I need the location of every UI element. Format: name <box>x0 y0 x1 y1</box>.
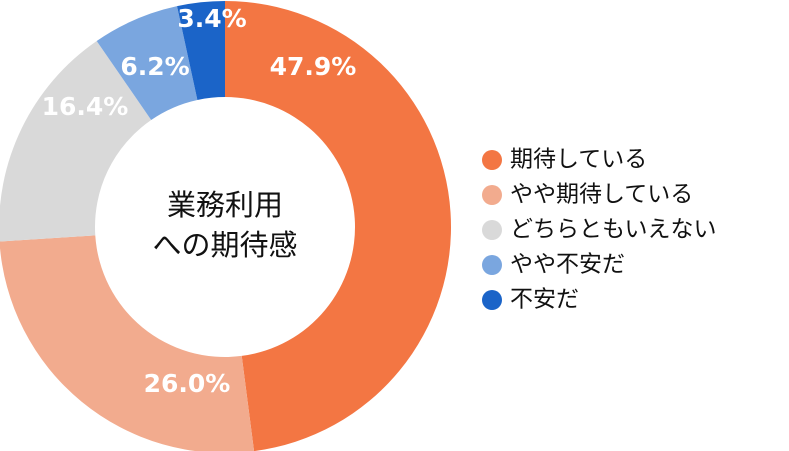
value-label: 3.4% <box>177 4 246 33</box>
value-label: 6.2% <box>120 52 189 81</box>
legend-marker <box>482 255 502 275</box>
value-label: 16.4% <box>42 92 129 121</box>
value-label: 26.0% <box>144 369 231 398</box>
legend-marker <box>482 220 502 240</box>
donut-slice <box>96 6 198 120</box>
legend-marker <box>482 185 502 205</box>
legend-marker <box>482 290 502 310</box>
legend-marker <box>482 150 502 170</box>
legend-label: やや不安だ <box>510 252 625 278</box>
center-title: 業務利用 <box>167 188 283 222</box>
legend-label: 期待している <box>510 147 647 173</box>
donut-slice <box>0 235 255 451</box>
legend-label: どちらともいえない <box>510 217 717 243</box>
center-title: への期待感 <box>152 228 297 262</box>
value-label: 47.9% <box>270 52 357 81</box>
legend-label: やや期待している <box>510 182 693 208</box>
donut-slice <box>177 1 225 100</box>
donut-slice <box>0 40 152 242</box>
legend-label: 不安だ <box>510 287 579 313</box>
donut-slice <box>225 1 451 451</box>
